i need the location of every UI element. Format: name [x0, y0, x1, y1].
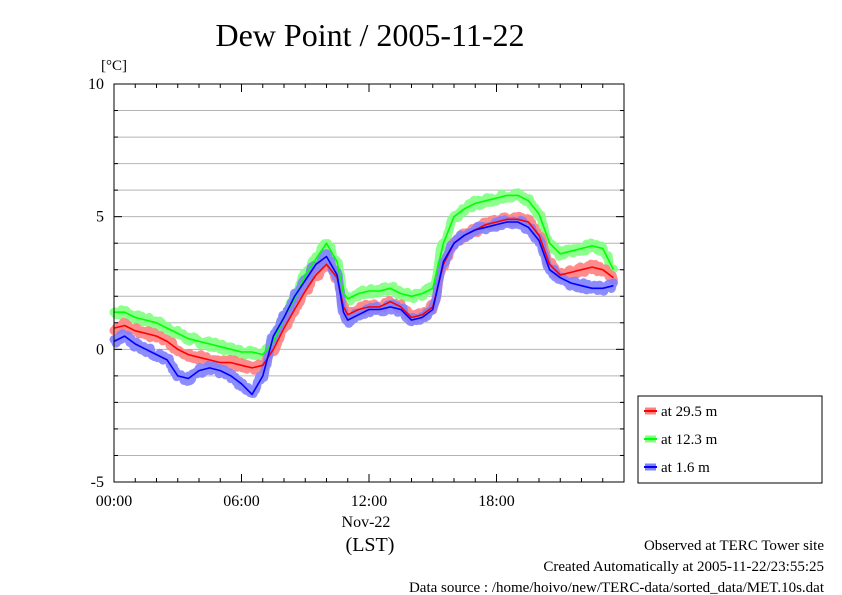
axis-ticks: -5 0 5 10 00:00 06:00 12:00 18:00	[88, 76, 625, 510]
chart-title: Dew Point / 2005-11-22	[215, 17, 524, 53]
grid-lines	[114, 110, 624, 456]
series-band	[109, 215, 618, 398]
y-tick-label: -5	[91, 474, 104, 491]
footer-site: Observed at TERC Tower site	[644, 538, 824, 554]
series-line	[113, 221, 614, 396]
legend-box	[637, 395, 823, 484]
y-axis-unit: [°C]	[101, 58, 127, 74]
series-line	[114, 194, 615, 356]
legend-label: at 29.5 m	[661, 404, 718, 420]
series-line	[113, 218, 614, 369]
footer-source: Data source : /home/hoivo/new/TERC-data/…	[409, 580, 825, 595]
x-tick-label: 18:00	[478, 493, 514, 510]
series-lines	[113, 194, 615, 396]
y-tick-label: 10	[88, 76, 104, 93]
x-tick-label: 12:00	[351, 493, 387, 510]
x-tick-label: 06:00	[223, 493, 259, 510]
plot-frame	[113, 83, 625, 483]
legend-label: at 12.3 m	[661, 432, 718, 448]
legend: at 29.5 m at 12.3 m at 1.6 m	[637, 395, 823, 484]
y-tick-label: 5	[96, 209, 104, 226]
y-tick-label: 0	[96, 341, 104, 358]
x-axis-label: (LST)	[346, 534, 395, 556]
footer-created: Created Automatically at 2005-11-22/23:5…	[543, 559, 824, 575]
series-band	[109, 188, 618, 363]
x-tick-label: 00:00	[96, 493, 132, 510]
x-date-label: Nov-22	[342, 514, 391, 531]
legend-label: at 1.6 m	[661, 460, 710, 476]
